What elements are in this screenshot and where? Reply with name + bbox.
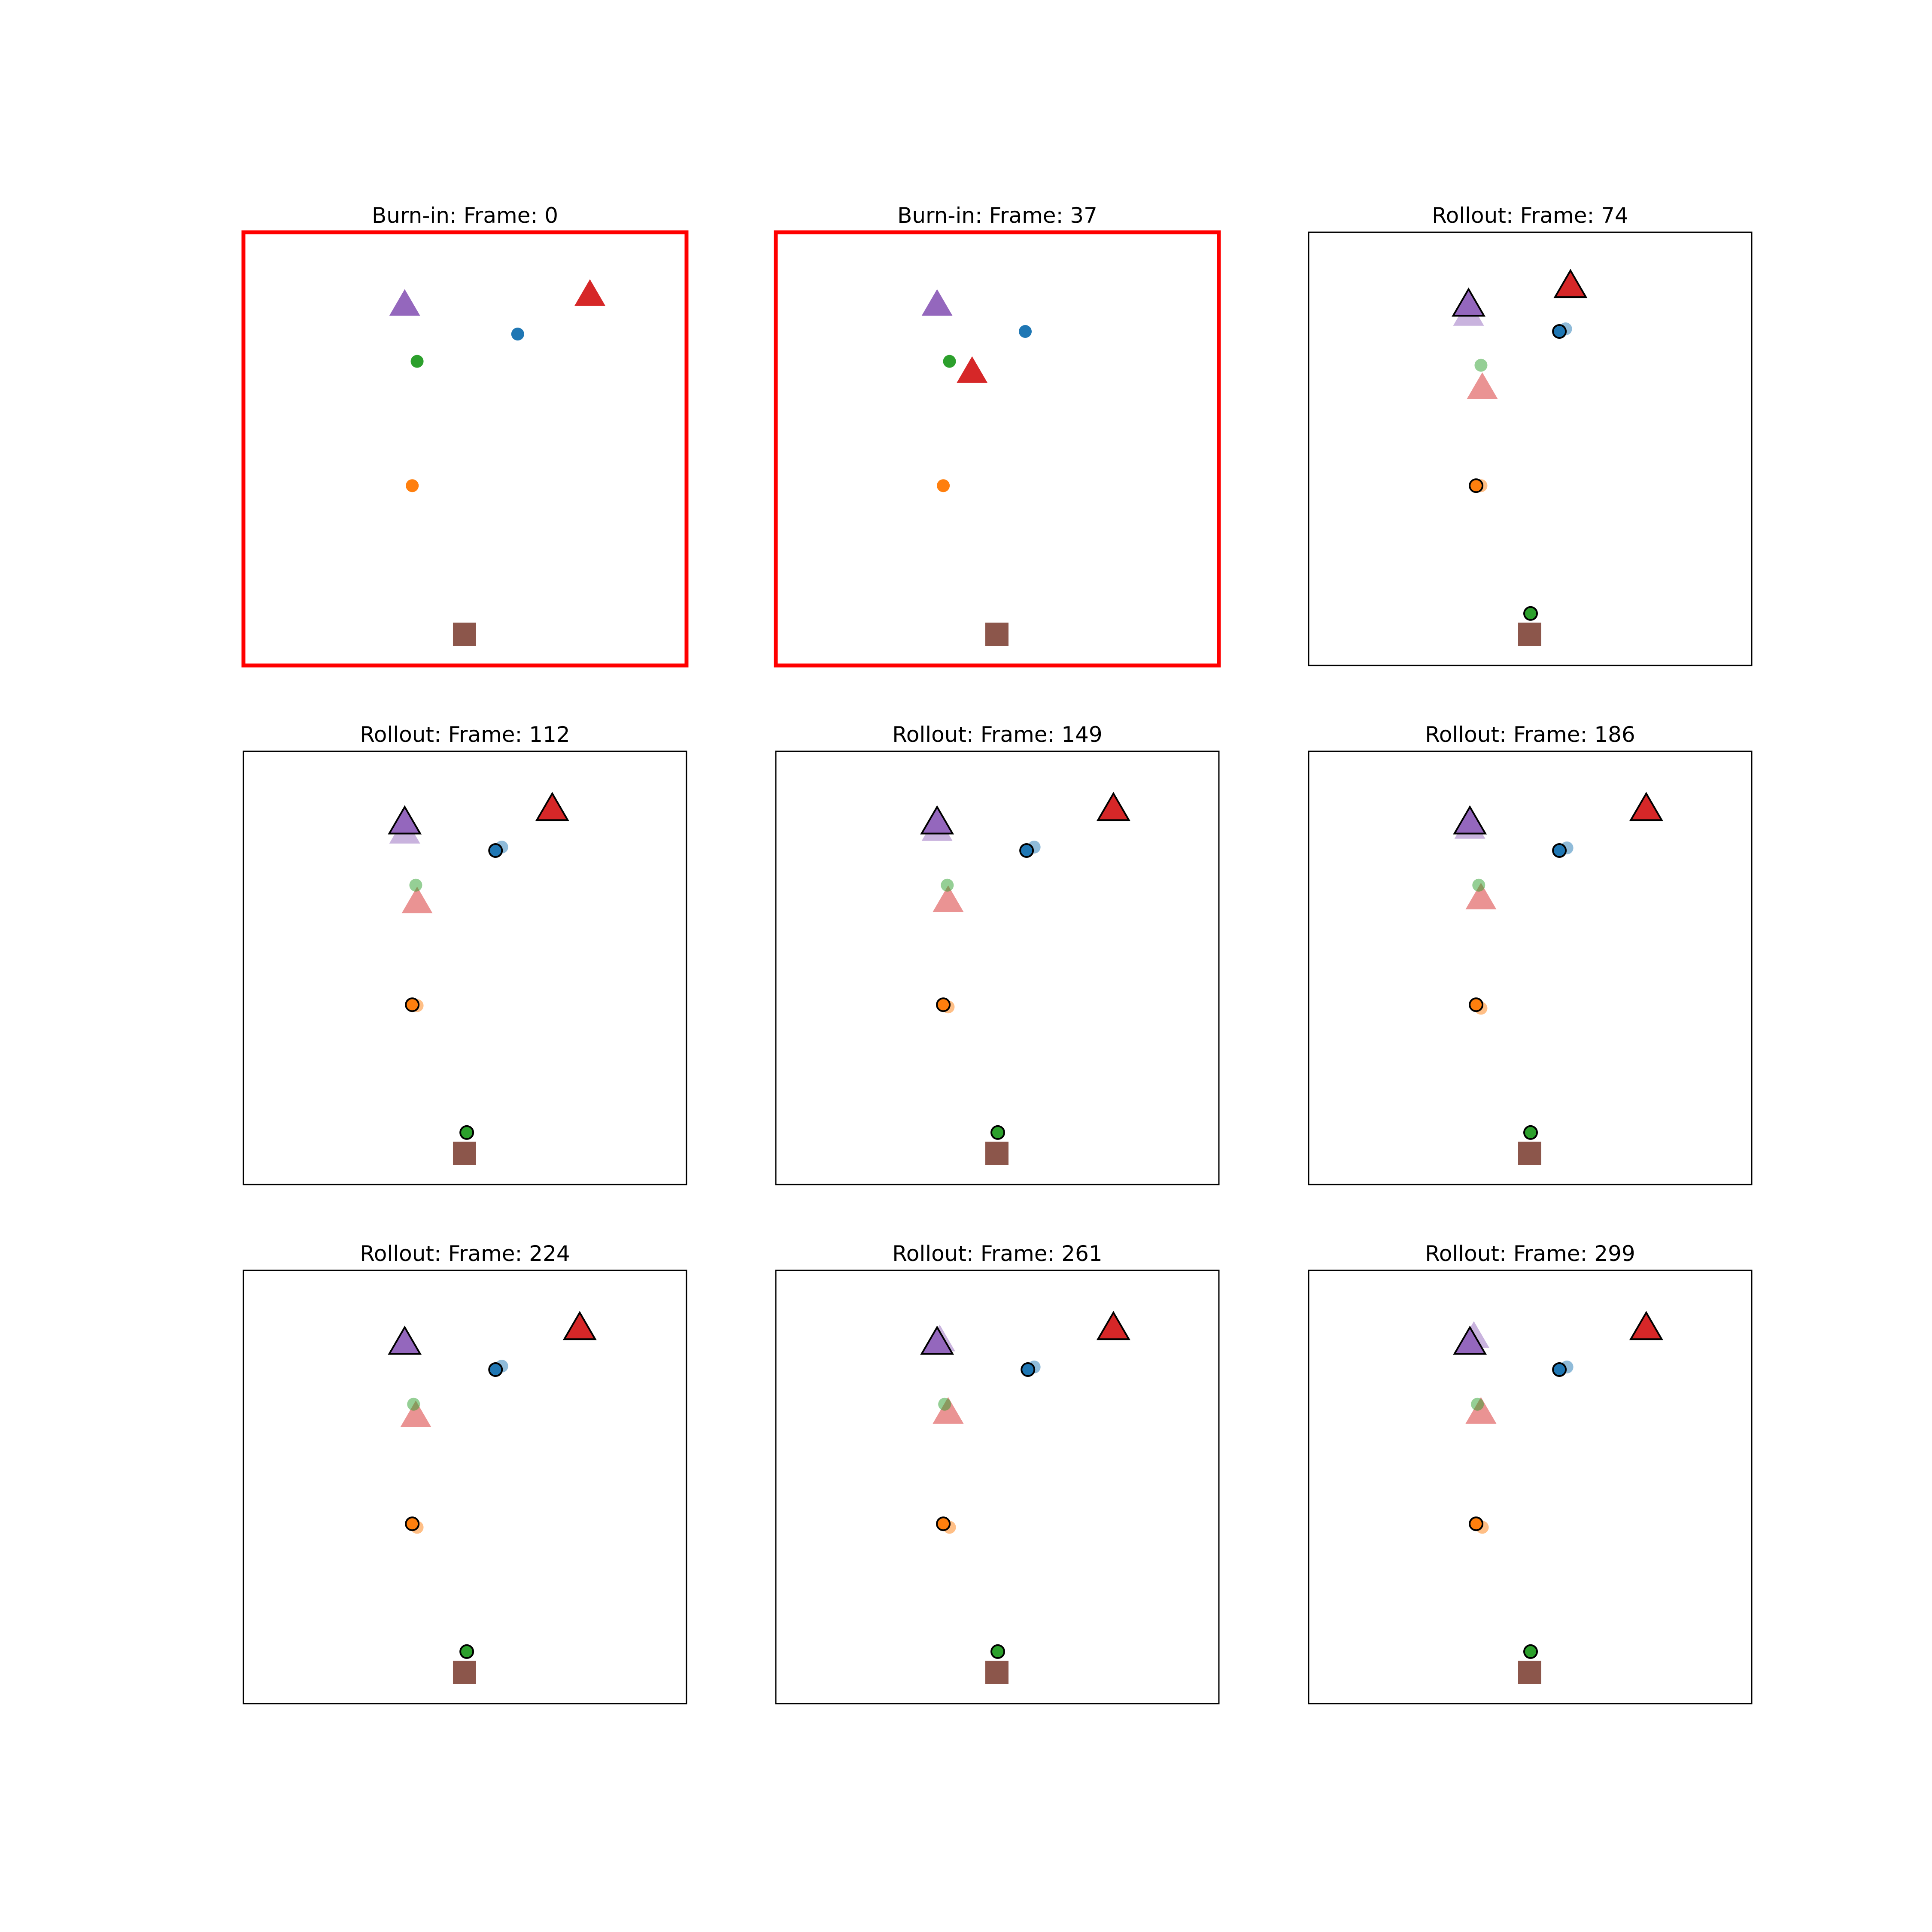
- triangle-marker: [1629, 1311, 1663, 1340]
- circle-marker: [1021, 1362, 1036, 1377]
- panel-frame: [1308, 231, 1753, 666]
- panel-title: Rollout: Frame: 224: [360, 1241, 570, 1266]
- panel-title: Rollout: Frame: 186: [1425, 722, 1635, 747]
- panel-title: Rollout: Frame: 74: [1432, 203, 1628, 228]
- panel-frame: [1308, 750, 1753, 1185]
- circle-marker: [1552, 843, 1567, 858]
- triangle-marker: [920, 1325, 954, 1355]
- circle-marker: [1469, 997, 1484, 1012]
- circle-marker: [936, 1516, 951, 1531]
- triangle-marker: [1465, 883, 1497, 910]
- circle-marker: [1552, 1362, 1567, 1377]
- square-marker: [1518, 1142, 1541, 1165]
- panel-frame: [775, 750, 1220, 1185]
- triangle-marker: [401, 887, 433, 914]
- triangle-marker: [933, 1397, 964, 1424]
- circle-marker: [1523, 1125, 1538, 1140]
- triangle-marker: [957, 356, 988, 383]
- triangle-marker: [1465, 1397, 1497, 1424]
- square-marker: [985, 1661, 1009, 1684]
- panel-title: Rollout: Frame: 112: [360, 722, 570, 747]
- panel-frame: [774, 230, 1221, 668]
- triangle-marker: [388, 805, 422, 835]
- circle-marker: [409, 878, 422, 892]
- panel-frame: [775, 1270, 1220, 1704]
- circle-marker: [990, 1125, 1005, 1140]
- circle-marker: [405, 997, 420, 1012]
- square-marker: [985, 1142, 1009, 1165]
- circle-marker: [407, 1397, 420, 1411]
- circle-marker: [1523, 1644, 1538, 1659]
- square-marker: [985, 623, 1009, 646]
- panel-frame: [243, 1270, 687, 1704]
- square-marker: [453, 1661, 476, 1684]
- circle-marker: [488, 1362, 503, 1377]
- panel-frame: [241, 230, 689, 668]
- circle-marker: [1523, 606, 1538, 621]
- triangle-marker: [1467, 372, 1498, 399]
- circle-marker: [938, 1397, 951, 1411]
- circle-marker: [1472, 878, 1485, 892]
- triangle-marker: [933, 885, 964, 912]
- circle-marker: [1019, 843, 1034, 858]
- circle-marker: [406, 479, 419, 492]
- triangle-marker: [562, 1311, 597, 1340]
- triangle-marker: [920, 805, 954, 835]
- circle-marker: [1469, 478, 1484, 493]
- triangle-marker: [1452, 287, 1486, 317]
- panel-title: Rollout: Frame: 299: [1425, 1241, 1635, 1266]
- circle-marker: [1552, 324, 1567, 339]
- panel-title: Rollout: Frame: 261: [892, 1241, 1102, 1266]
- circle-marker: [459, 1125, 474, 1140]
- panel-title: Burn-in: Frame: 37: [897, 203, 1097, 228]
- circle-marker: [937, 479, 950, 492]
- circle-marker: [1471, 1397, 1484, 1411]
- triangle-marker: [1096, 792, 1130, 821]
- triangle-marker: [1453, 1325, 1487, 1355]
- panel-title: Burn-in: Frame: 0: [372, 203, 558, 228]
- panel-frame: [243, 750, 687, 1185]
- square-marker: [1518, 1661, 1541, 1684]
- circle-marker: [1474, 358, 1488, 372]
- circle-marker: [459, 1644, 474, 1659]
- square-marker: [453, 1142, 476, 1165]
- triangle-marker: [400, 1400, 431, 1428]
- circle-marker: [405, 1516, 420, 1531]
- triangle-marker: [574, 279, 606, 306]
- triangle-marker: [1453, 805, 1487, 835]
- circle-marker: [936, 997, 951, 1012]
- triangle-marker: [389, 289, 420, 316]
- circle-marker: [943, 355, 956, 368]
- triangle-marker: [921, 289, 953, 316]
- triangle-marker: [535, 792, 569, 821]
- square-marker: [1518, 623, 1541, 646]
- panel-title: Rollout: Frame: 149: [892, 722, 1102, 747]
- circle-marker: [410, 355, 424, 368]
- circle-marker: [990, 1644, 1005, 1659]
- triangle-marker: [1629, 792, 1663, 821]
- circle-marker: [1469, 1516, 1484, 1531]
- triangle-marker: [388, 1325, 422, 1355]
- circle-marker: [1019, 325, 1032, 338]
- circle-marker: [511, 328, 524, 341]
- triangle-marker: [1553, 269, 1588, 298]
- circle-marker: [941, 878, 954, 892]
- triangle-marker: [1096, 1311, 1130, 1340]
- panel-frame: [1308, 1270, 1753, 1704]
- circle-marker: [488, 843, 503, 858]
- square-marker: [453, 623, 476, 646]
